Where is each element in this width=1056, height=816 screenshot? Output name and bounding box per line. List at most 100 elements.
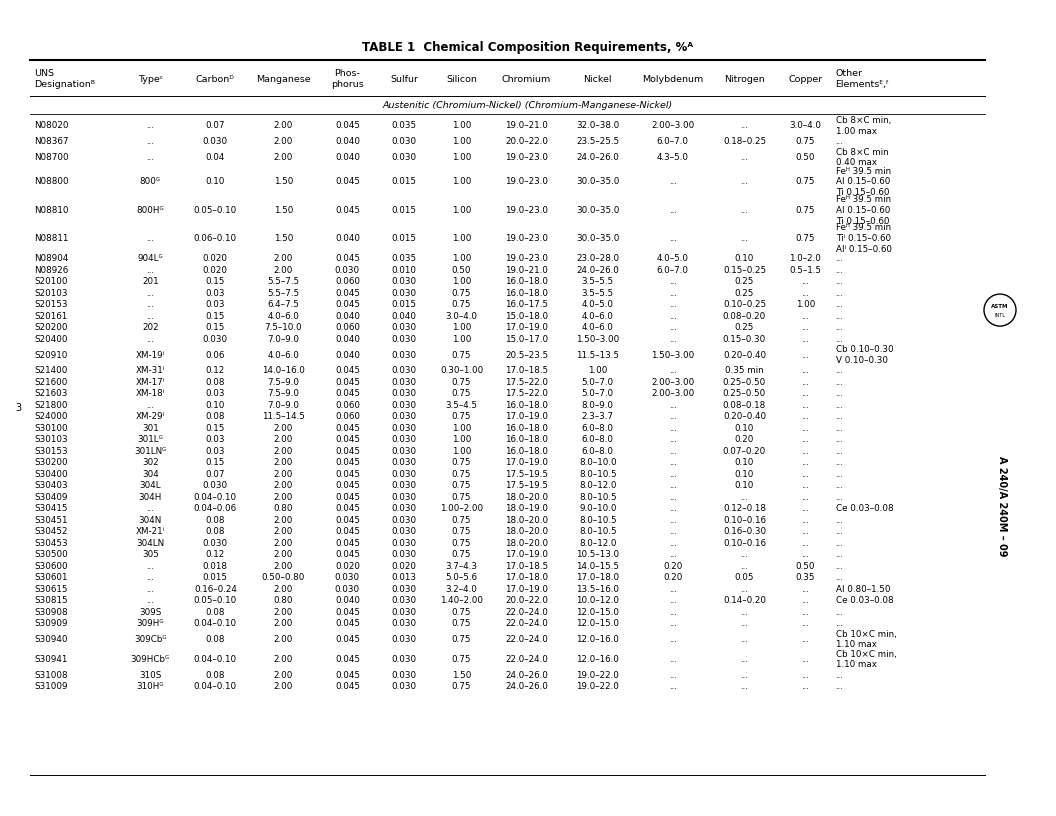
Text: ...: ... xyxy=(668,459,677,468)
Text: 0.040: 0.040 xyxy=(335,153,360,162)
Text: ...: ... xyxy=(835,137,844,146)
Text: S21800: S21800 xyxy=(34,401,68,410)
Text: 0.030: 0.030 xyxy=(203,137,228,146)
Text: ...: ... xyxy=(740,635,749,644)
Text: 0.20–0.40: 0.20–0.40 xyxy=(723,412,766,421)
Text: 0.30–1.00: 0.30–1.00 xyxy=(440,366,484,375)
Text: 0.030: 0.030 xyxy=(392,671,416,680)
Text: 0.75: 0.75 xyxy=(452,351,471,360)
Text: Cb 0.10–0.30
V 0.10–0.30: Cb 0.10–0.30 V 0.10–0.30 xyxy=(835,345,893,365)
Text: 304L: 304L xyxy=(139,481,162,490)
Text: 8.0–12.0: 8.0–12.0 xyxy=(579,481,617,490)
Text: 16.0–18.0: 16.0–18.0 xyxy=(505,446,548,456)
Text: A 240/A 240M – 09: A 240/A 240M – 09 xyxy=(997,455,1007,557)
Text: 12.0–15.0: 12.0–15.0 xyxy=(577,608,619,617)
Text: 0.75: 0.75 xyxy=(795,206,815,215)
Text: XM-19ⁱ: XM-19ⁱ xyxy=(136,351,165,360)
Text: 1.00: 1.00 xyxy=(452,446,471,456)
Text: 201: 201 xyxy=(143,277,158,286)
Text: ...: ... xyxy=(835,470,844,479)
Text: ...: ... xyxy=(740,619,749,628)
Text: Ce 0.03–0.08: Ce 0.03–0.08 xyxy=(835,596,893,605)
Text: ...: ... xyxy=(740,585,749,594)
Text: 0.35 min: 0.35 min xyxy=(725,366,763,375)
Text: 4.0–6.0: 4.0–6.0 xyxy=(267,312,300,321)
Text: 2.00: 2.00 xyxy=(274,516,294,525)
Text: 6.4–7.5: 6.4–7.5 xyxy=(267,300,300,309)
Text: 0.20: 0.20 xyxy=(663,574,682,583)
Text: N08020: N08020 xyxy=(34,122,69,131)
Text: 6.0–7.0: 6.0–7.0 xyxy=(657,137,689,146)
Text: S30615: S30615 xyxy=(34,585,68,594)
Text: ...: ... xyxy=(835,481,844,490)
Text: 0.035: 0.035 xyxy=(392,255,416,264)
Text: 800Hᴳ: 800Hᴳ xyxy=(136,206,165,215)
Text: ASTM: ASTM xyxy=(992,304,1008,308)
Text: 304: 304 xyxy=(142,470,158,479)
Text: ...: ... xyxy=(835,671,844,680)
Text: 0.030: 0.030 xyxy=(392,619,416,628)
Text: Carbonᴰ: Carbonᴰ xyxy=(196,74,234,83)
Text: N08367: N08367 xyxy=(34,137,69,146)
Text: 19.0–23.0: 19.0–23.0 xyxy=(505,206,548,215)
Text: S20200: S20200 xyxy=(34,323,68,332)
Text: 7.5–9.0: 7.5–9.0 xyxy=(267,389,300,398)
Text: 0.50: 0.50 xyxy=(452,266,471,275)
Text: ...: ... xyxy=(802,289,809,298)
Text: TABLE 1  Chemical Composition Requirements, %ᴬ: TABLE 1 Chemical Composition Requirement… xyxy=(362,41,694,54)
Text: 0.045: 0.045 xyxy=(335,470,360,479)
Text: 10.5–13.0: 10.5–13.0 xyxy=(577,550,620,559)
Text: Molybdenum: Molybdenum xyxy=(642,74,703,83)
Text: 17.5–22.0: 17.5–22.0 xyxy=(505,378,548,387)
Text: 0.20: 0.20 xyxy=(663,561,682,570)
Text: ...: ... xyxy=(668,289,677,298)
Text: 0.030: 0.030 xyxy=(392,459,416,468)
Text: 0.75: 0.75 xyxy=(452,516,471,525)
Text: ...: ... xyxy=(147,122,154,131)
Text: S30452: S30452 xyxy=(34,527,68,536)
Text: ...: ... xyxy=(147,289,154,298)
Text: 12.0–15.0: 12.0–15.0 xyxy=(577,619,619,628)
Text: 0.045: 0.045 xyxy=(335,459,360,468)
Text: 0.25: 0.25 xyxy=(735,323,754,332)
Text: ...: ... xyxy=(740,206,749,215)
Text: 18.0–20.0: 18.0–20.0 xyxy=(505,493,548,502)
Text: 16.0–18.0: 16.0–18.0 xyxy=(505,289,548,298)
Text: 24.0–26.0: 24.0–26.0 xyxy=(577,266,619,275)
Text: 309Cbᴳ: 309Cbᴳ xyxy=(134,635,167,644)
Text: 0.015: 0.015 xyxy=(392,206,416,215)
Text: 0.030: 0.030 xyxy=(392,585,416,594)
Text: ...: ... xyxy=(835,561,844,570)
Text: 1.0–2.0: 1.0–2.0 xyxy=(789,255,822,264)
Text: 304N: 304N xyxy=(138,516,162,525)
Text: ...: ... xyxy=(802,366,809,375)
Text: ...: ... xyxy=(802,608,809,617)
Text: 17.0–19.0: 17.0–19.0 xyxy=(505,459,548,468)
Text: 1.00: 1.00 xyxy=(452,206,471,215)
Text: 3.0–4.0: 3.0–4.0 xyxy=(446,312,477,321)
Text: 2.00: 2.00 xyxy=(274,585,294,594)
Text: 0.010: 0.010 xyxy=(392,266,416,275)
Text: 0.08: 0.08 xyxy=(206,378,225,387)
Text: 16.0–18.0: 16.0–18.0 xyxy=(505,435,548,444)
Text: S30153: S30153 xyxy=(34,446,68,456)
Text: 0.10: 0.10 xyxy=(735,255,754,264)
Text: XM-17ⁱ: XM-17ⁱ xyxy=(136,378,165,387)
Text: 0.045: 0.045 xyxy=(335,608,360,617)
Text: 3.5–4.5: 3.5–4.5 xyxy=(446,401,477,410)
Text: S30600: S30600 xyxy=(34,561,68,570)
Text: 2.00: 2.00 xyxy=(274,255,294,264)
Text: 0.045: 0.045 xyxy=(335,619,360,628)
Text: 0.10–0.16: 0.10–0.16 xyxy=(723,516,766,525)
Text: S30451: S30451 xyxy=(34,516,68,525)
Text: 0.10–0.25: 0.10–0.25 xyxy=(723,300,766,309)
Text: 0.04–0.10: 0.04–0.10 xyxy=(194,493,237,502)
Text: ...: ... xyxy=(835,435,844,444)
Text: 12.0–16.0: 12.0–16.0 xyxy=(577,655,619,664)
Text: 0.030: 0.030 xyxy=(203,539,228,548)
Text: 17.5–22.0: 17.5–22.0 xyxy=(505,389,548,398)
Text: 1.00: 1.00 xyxy=(452,153,471,162)
Text: 1.50: 1.50 xyxy=(274,234,294,243)
Text: 0.5–1.5: 0.5–1.5 xyxy=(789,266,822,275)
Text: 0.08: 0.08 xyxy=(206,608,225,617)
